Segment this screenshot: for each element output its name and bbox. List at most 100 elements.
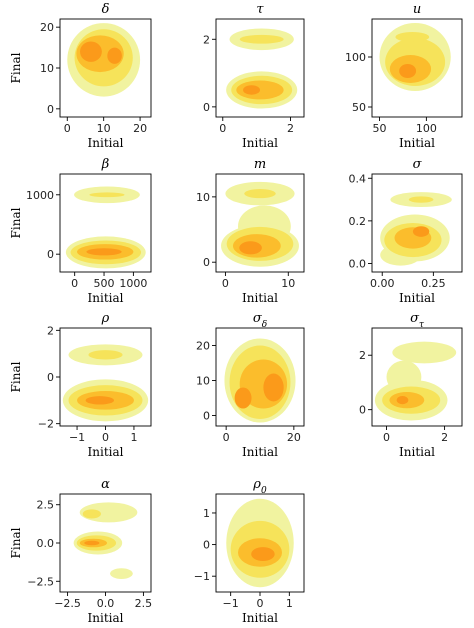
y-tick-label: 0.0: [349, 257, 367, 270]
x-tick-label: −1: [223, 597, 239, 610]
y-tick-label: 0.0: [37, 537, 55, 550]
y-tick-label: 0: [47, 371, 54, 384]
y-tick-label: −2.5: [27, 575, 54, 588]
density-level-4: [263, 373, 284, 402]
density-contours: [73, 502, 138, 579]
subplot-6: σ 0.00 0.25 0.0 0.2 0.4 Initial: [349, 157, 463, 305]
y-tick-label: 0.4: [349, 172, 367, 185]
x-tick-label: 0: [219, 122, 226, 135]
y-tick-label: 2: [359, 349, 366, 362]
axes-frame: [215, 18, 305, 118]
density-level-4: [239, 241, 262, 255]
x-tick-label: 1: [286, 597, 293, 610]
density-level-2: [395, 32, 430, 42]
density-level-1: [110, 568, 133, 579]
subplot-title: ρ0: [252, 477, 267, 496]
y-tick-label: 50: [352, 101, 366, 114]
density-contours: [374, 341, 457, 421]
y-tick-label: 10: [196, 191, 210, 204]
subplot-8: σδ 0 20 0 10 20 Initial: [196, 311, 305, 459]
x-tick-label: −1: [69, 431, 85, 444]
density-level-4: [412, 226, 430, 237]
subplot-title: ρ: [101, 311, 110, 326]
x-tick-label: 10: [97, 122, 111, 135]
subplot-title: m: [254, 157, 266, 172]
density-level-4: [86, 248, 122, 256]
y-tick-label: 0: [203, 256, 210, 269]
density-level-2: [82, 509, 101, 519]
axes-frame: [215, 173, 305, 273]
y-tick-label: 0: [203, 410, 210, 423]
y-axis-label: Final: [9, 361, 23, 392]
density-level-4: [399, 64, 417, 78]
y-tick-label: 10: [40, 62, 54, 75]
subplot-7: ρ −1 0 1 −2 0 2 Initial Final: [9, 311, 152, 459]
density-level-4: [80, 41, 102, 62]
y-tick-label: 20: [40, 21, 54, 34]
density-level-4: [84, 540, 100, 546]
subplot-title: δ: [102, 2, 110, 17]
y-tick-label: 0: [203, 539, 210, 552]
axes-frame: [371, 327, 463, 427]
y-tick-label: 2.5: [37, 499, 55, 512]
y-tick-label: 0: [359, 404, 366, 417]
density-contours: [379, 23, 451, 91]
subplot-title: β: [101, 157, 110, 172]
x-axis-label: Initial: [242, 291, 278, 305]
x-axis-label: Initial: [399, 291, 435, 305]
x-tick-label: 2.5: [135, 597, 153, 610]
density-level-2: [89, 192, 125, 198]
y-tick-label: 100: [345, 51, 366, 64]
density-level-2: [239, 34, 284, 44]
subplot-title: στ: [410, 311, 425, 330]
density-level-4: [85, 396, 115, 405]
y-tick-label: 20: [196, 340, 210, 353]
y-tick-label: −1: [194, 570, 210, 583]
density-contours: [226, 28, 298, 109]
x-tick-label: 2: [287, 122, 294, 135]
density-contours: [67, 23, 141, 97]
density-level-4: [396, 396, 409, 405]
y-tick-label: −2: [38, 418, 54, 431]
x-axis-label: Initial: [88, 136, 124, 150]
y-tick-label: 1: [203, 507, 210, 520]
subplot-10: α −2.5 0.0 2.5 −2.5 0.0 2.5 Initial Final: [9, 477, 152, 625]
subplot-11: ρ0 −1 0 1 −1 0 1 Initial: [194, 477, 305, 625]
subplot-title: u: [413, 2, 421, 17]
x-tick-label: 0: [64, 122, 71, 135]
density-level-2: [244, 189, 276, 199]
y-tick-label: 1000: [26, 189, 54, 202]
x-tick-label: 0: [102, 431, 109, 444]
density-level-4: [243, 85, 260, 95]
x-tick-label: 0: [383, 431, 390, 444]
y-tick-label: 2: [47, 324, 54, 337]
x-tick-label: 0: [223, 431, 230, 444]
x-axis-label: Initial: [242, 445, 278, 459]
x-axis-label: Initial: [88, 445, 124, 459]
subplot-2: τ 0 2 0 2 Initial: [203, 2, 305, 150]
subplot-title: α: [101, 477, 110, 492]
x-axis-label: Initial: [88, 291, 124, 305]
x-tick-label: 2: [441, 431, 448, 444]
subplot-title: σδ: [253, 311, 267, 330]
x-axis-label: Initial: [242, 136, 278, 150]
axes-frame: [371, 173, 463, 273]
density-contours: [62, 344, 149, 422]
y-tick-label: 10: [196, 375, 210, 388]
y-tick-label: 0: [47, 248, 54, 261]
x-tick-label: 20: [287, 431, 301, 444]
axes-frame: [59, 173, 152, 273]
density-contours: [221, 181, 299, 267]
density-level-2: [88, 350, 123, 360]
subplot-title: τ: [256, 2, 264, 17]
x-tick-label: 50: [373, 122, 387, 135]
subplot-9: στ 0 2 0 2 Initial: [359, 311, 463, 459]
x-tick-label: 0: [257, 597, 264, 610]
x-tick-label: 1: [130, 431, 137, 444]
density-contours: [380, 192, 452, 266]
x-tick-label: 100: [416, 122, 437, 135]
density-level-4: [107, 47, 122, 64]
